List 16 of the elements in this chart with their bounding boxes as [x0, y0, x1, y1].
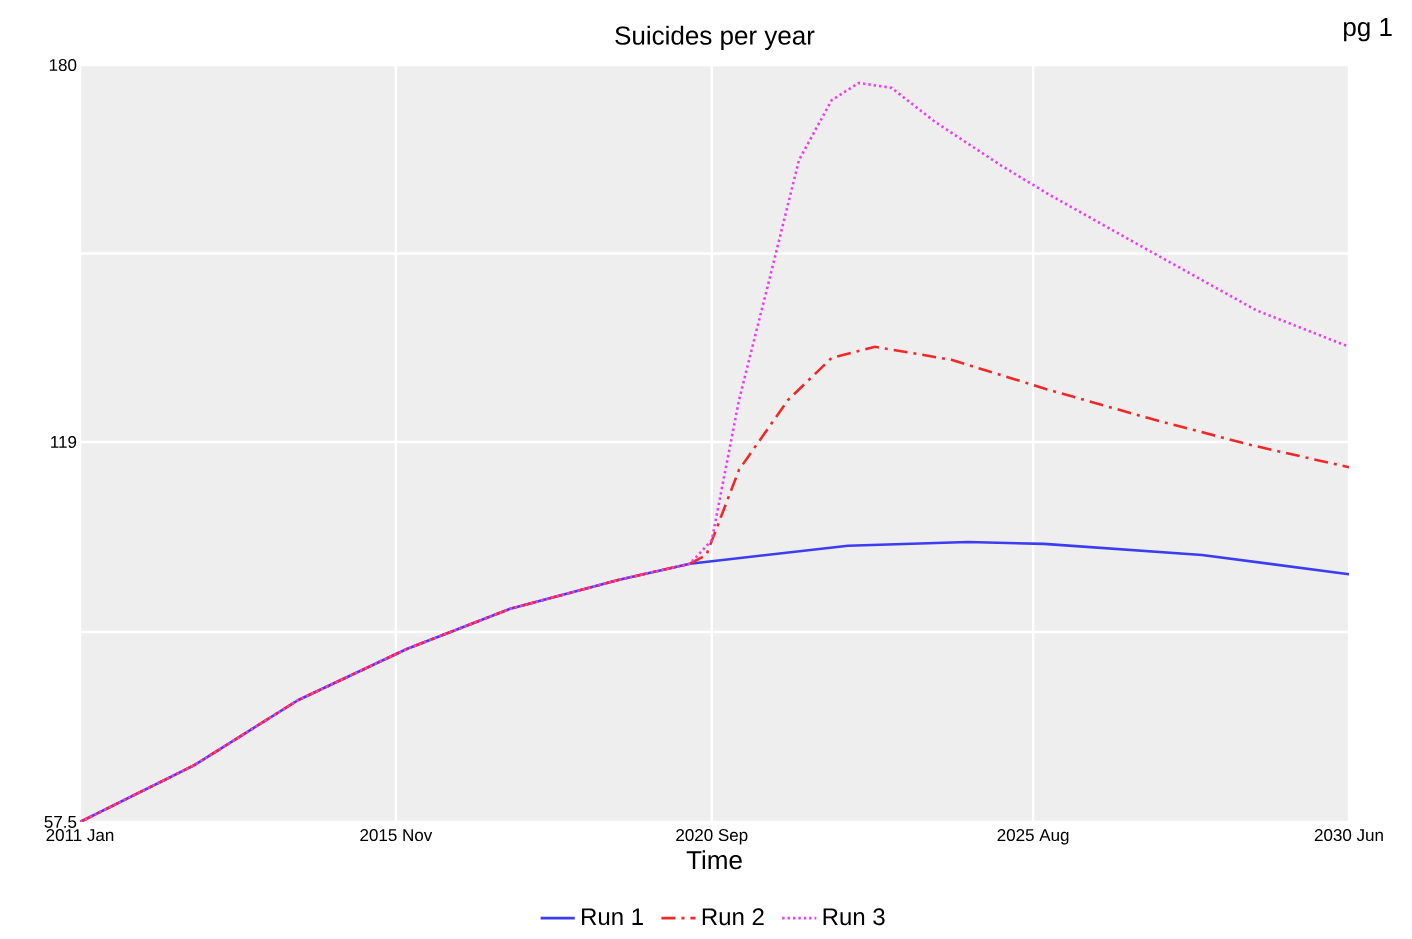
x-tick-label: 2030 Jun — [1314, 829, 1383, 842]
x-tick-label: 2011 Jan — [46, 829, 114, 842]
legend-label: Run 3 — [823, 908, 885, 926]
x-tick-label: 2015 Nov — [360, 829, 433, 842]
text: pg 1 — [1344, 18, 1392, 42]
legend-label: Run 2 — [702, 908, 764, 926]
x-axis-title: Time — [686, 850, 742, 870]
y-tick-label: 57.5 — [44, 816, 77, 828]
line-series — [80, 81, 1350, 822]
y-tick-label: 180 — [49, 59, 77, 72]
x-tick-label: 2020 Sep — [676, 829, 748, 845]
y-tick-label: 119 — [51, 435, 77, 448]
chart-title: Suicides per year — [615, 25, 815, 50]
line-series — [80, 345, 1350, 822]
x-tick-label: 2025 Aug — [997, 829, 1069, 845]
legend-label: Run 1 — [582, 908, 643, 926]
